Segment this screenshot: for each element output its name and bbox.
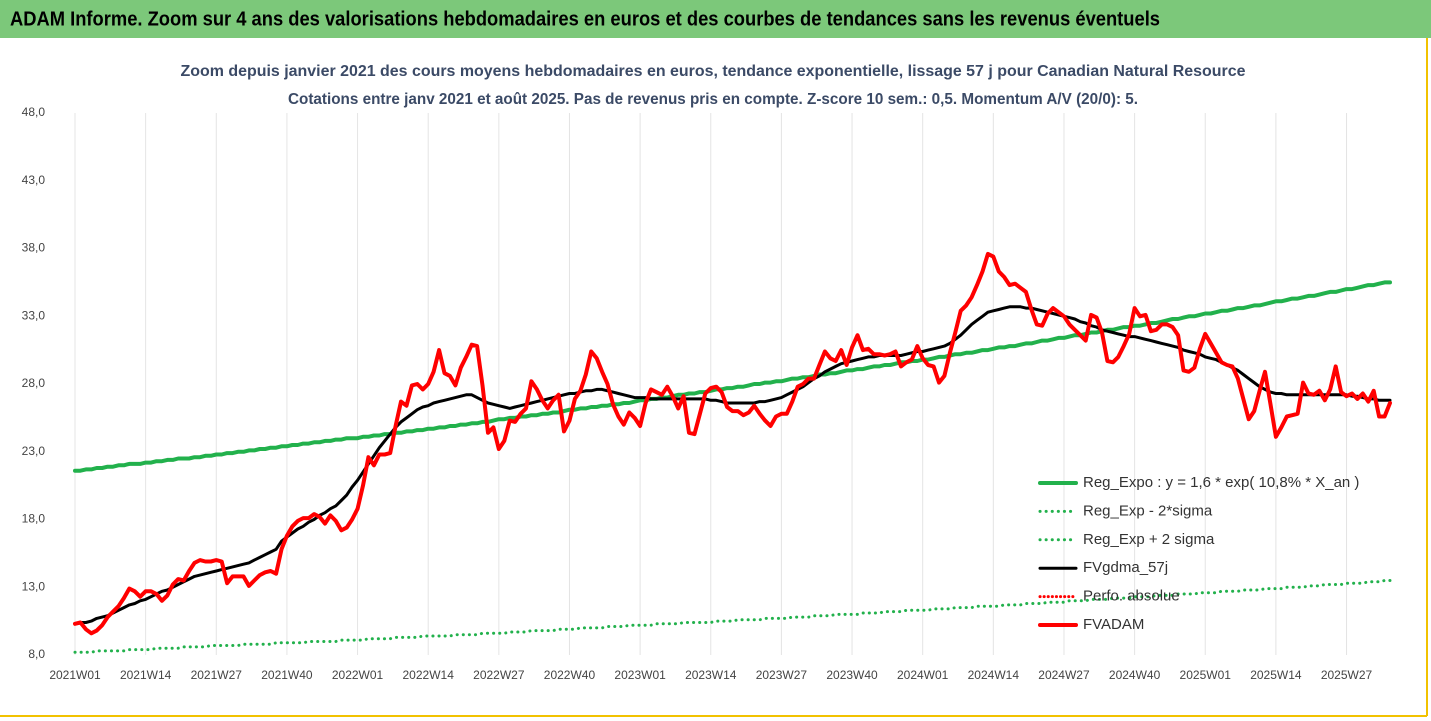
x-tick-label: 2024W14 xyxy=(968,668,1020,682)
axes: 8,0 13,0 18,0 23,0 28,0 33,0 38,0 43,0 48,0 2021W… xyxy=(22,105,1373,682)
x-tick-label: 2023W40 xyxy=(826,668,878,682)
x-tick-label: 2024W27 xyxy=(1038,668,1090,682)
series-line xyxy=(73,305,1392,626)
x-tick-label: 2021W14 xyxy=(120,668,172,682)
chart-subtitle: Cotations entre janv 2021 et août 2025. … xyxy=(288,91,1138,108)
y-tick-label: 23,0 xyxy=(22,444,46,458)
y-tick-label: 33,0 xyxy=(22,308,46,322)
x-tick-label: 2021W27 xyxy=(191,668,243,682)
y-tick-label: 18,0 xyxy=(22,512,46,526)
chart-title: Zoom depuis janvier 2021 des cours moyen… xyxy=(181,63,1246,80)
x-tick-label: 2024W40 xyxy=(1109,668,1161,682)
x-tick-label: 2025W27 xyxy=(1321,668,1373,682)
legend-label: FVgdma_57j xyxy=(1083,559,1168,576)
x-tick-label: 2022W40 xyxy=(544,668,596,682)
y-tick-label: 48,0 xyxy=(22,105,46,119)
header-bar xyxy=(0,0,1431,38)
legend-label: FVADAM xyxy=(1083,616,1144,633)
y-tick-label: 28,0 xyxy=(22,376,46,390)
y-tick-label: 43,0 xyxy=(22,173,46,187)
grid xyxy=(74,113,1348,655)
x-tick-label: 2022W14 xyxy=(403,668,455,682)
x-tick-label: 2023W01 xyxy=(614,668,666,682)
header-title: ADAM Informe. Zoom sur 4 ans des valoris… xyxy=(10,8,1160,30)
x-tick-label: 2025W14 xyxy=(1250,668,1302,682)
x-tick-label: 2021W40 xyxy=(261,668,313,682)
y-tick-label: 38,0 xyxy=(22,241,46,255)
y-tick-label: 13,0 xyxy=(22,579,46,593)
legend: Reg_Expo : y = 1,6 * exp( 10,8% * X_an )… xyxy=(1038,474,1359,633)
x-tick-label: 2025W01 xyxy=(1180,668,1232,682)
title-box xyxy=(178,55,1248,113)
legend-label: Reg_Expo : y = 1,6 * exp( 10,8% * X_an ) xyxy=(1083,474,1359,491)
x-tick-label: 2022W01 xyxy=(332,668,384,682)
x-tick-label: 2024W01 xyxy=(897,668,949,682)
series-line xyxy=(73,280,1392,473)
legend-label: Reg_Exp - 2*sigma xyxy=(1083,502,1213,519)
legend-label: Reg_Exp + 2 sigma xyxy=(1083,531,1215,548)
series-line xyxy=(73,579,1392,654)
x-tick-label: 2021W01 xyxy=(49,668,101,682)
plot xyxy=(73,251,1392,654)
legend-label: Perfo. absolue xyxy=(1083,588,1180,605)
x-tick-label: 2023W27 xyxy=(756,668,808,682)
series-line xyxy=(73,251,1392,636)
x-tick-label: 2022W27 xyxy=(473,668,525,682)
x-tick-label: 2023W14 xyxy=(685,668,737,682)
y-tick-label: 8,0 xyxy=(28,647,45,661)
